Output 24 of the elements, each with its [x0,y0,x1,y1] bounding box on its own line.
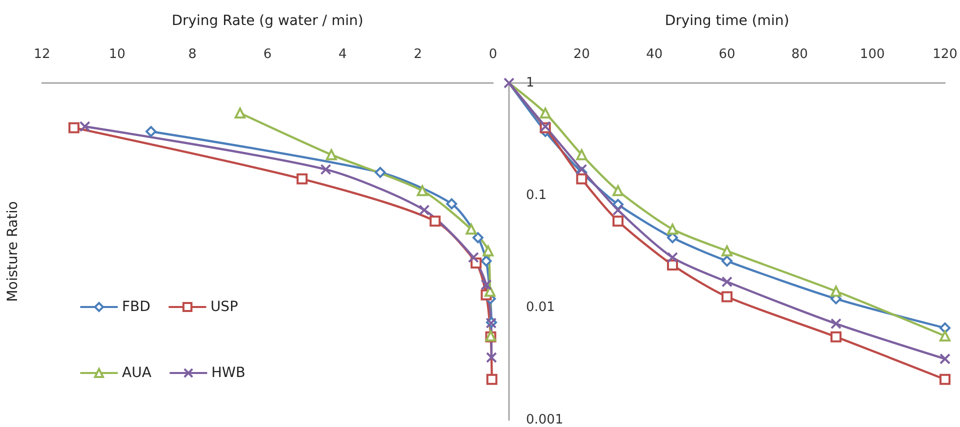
y-tick-label: 1 [526,76,534,90]
x-tick-label: 120 [932,47,958,62]
x-tick-label: 20 [573,47,590,62]
x-tick-label: 80 [791,47,808,62]
x-tick-label: 10 [108,47,126,62]
y-axis-title: Moisture Ratio [5,201,21,302]
y-tick-label: 0.001 [526,412,564,427]
x-tick-label: 100 [860,47,885,62]
legend-label: HWB [211,365,246,381]
x-tick-label: 0 [488,47,498,62]
x-tick-label: 60 [718,47,736,62]
x-tick-label: 6 [263,47,272,62]
y-tick-label: 0.01 [526,300,555,316]
y-tick-label: 0.1 [526,188,547,203]
legend-label: FBD [122,299,150,315]
x-tick-label: 4 [338,47,347,62]
x-axis-title: Drying time (min) [664,13,790,29]
x-tick-label: 2 [414,47,422,62]
x-tick-label: 12 [34,47,50,62]
x-axis-title: Drying Rate (g water / min) [172,13,364,29]
x-tick-label: 8 [188,47,196,62]
legend-label: USP [210,299,238,315]
x-tick-label: 40 [646,47,663,62]
legend-label: AUA [122,365,152,381]
